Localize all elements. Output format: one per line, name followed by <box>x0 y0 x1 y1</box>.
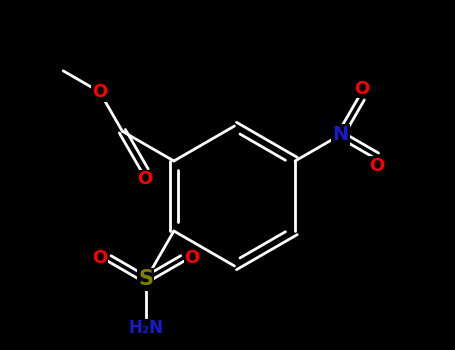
Text: O: O <box>369 156 384 175</box>
Text: O: O <box>184 250 200 267</box>
Text: N: N <box>333 125 349 144</box>
Text: O: O <box>137 170 153 188</box>
Text: O: O <box>92 250 107 267</box>
Text: S: S <box>138 270 153 289</box>
Text: O: O <box>354 79 369 98</box>
Text: H₂N: H₂N <box>128 320 163 337</box>
Text: O: O <box>92 83 107 101</box>
